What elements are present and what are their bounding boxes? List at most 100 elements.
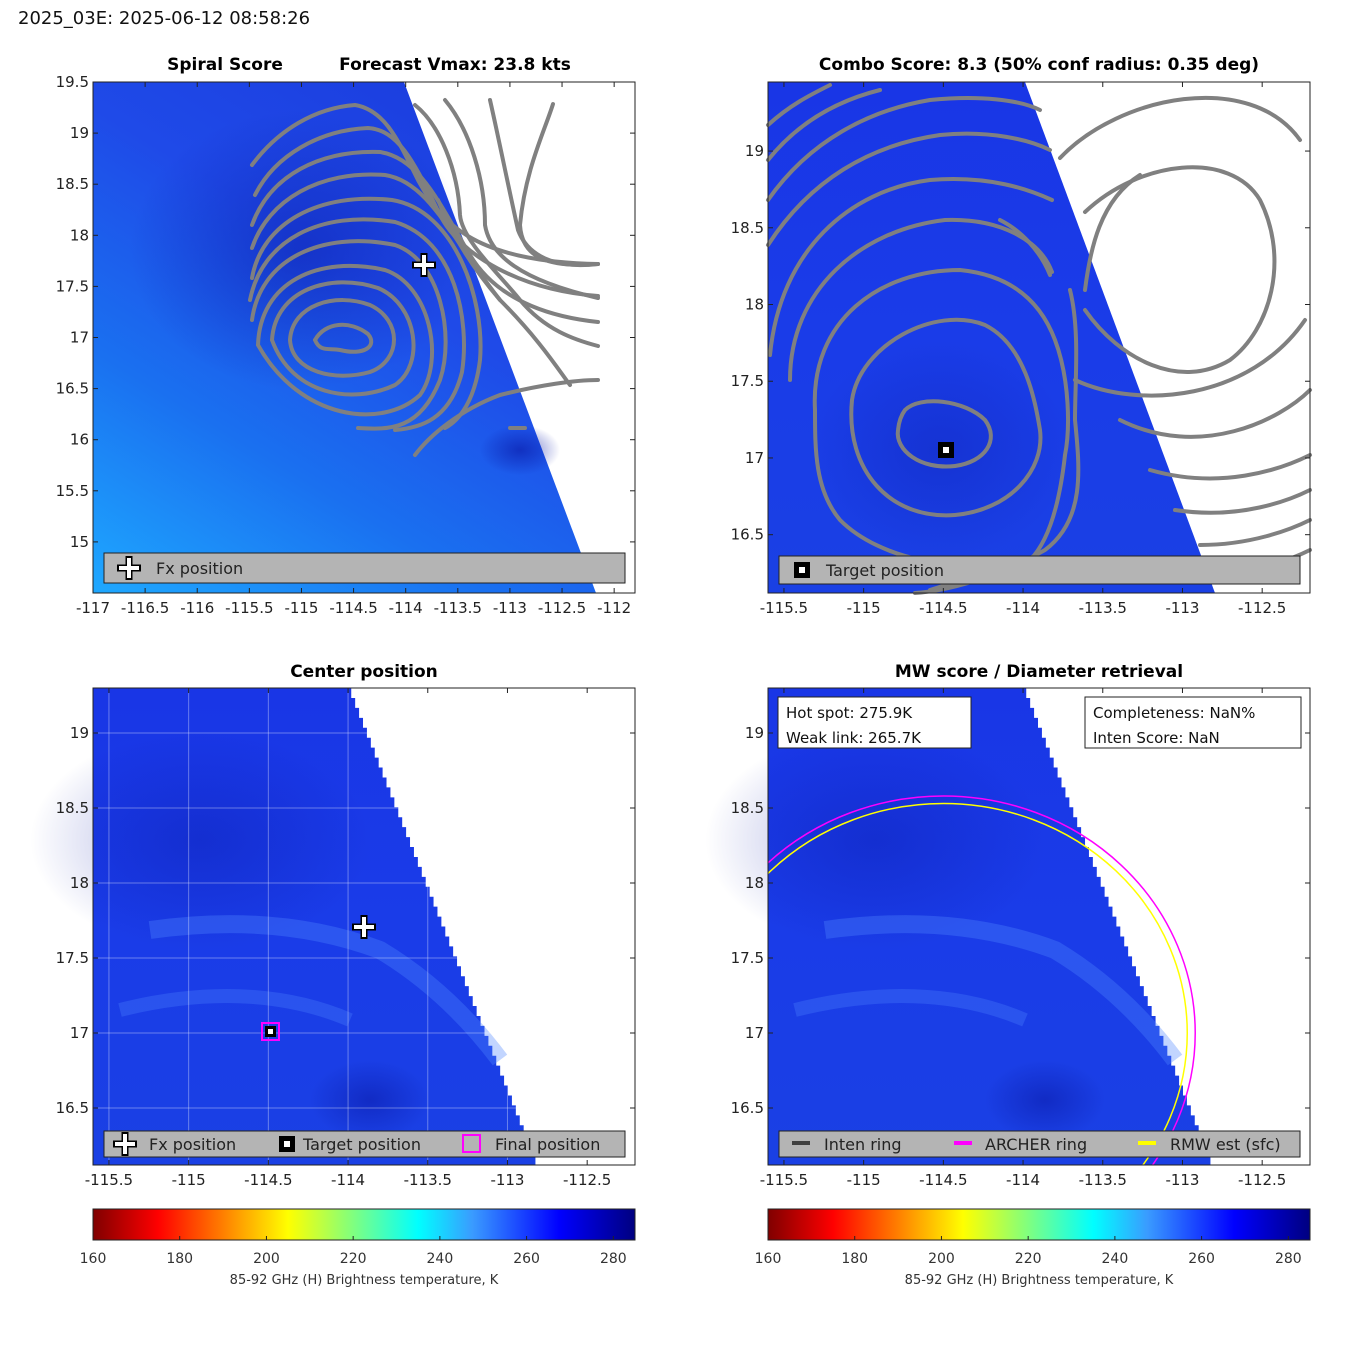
combo-axes-frame (767, 81, 1311, 594)
spiral-contours (248, 98, 600, 457)
combo-legend-box (778, 555, 1301, 585)
colorbar-left: 160 180 200 220 240 260 280 85-92 GHz (H) Brig… (80, 1208, 636, 1288)
mw-legend-archer: ARCHER ring (985, 1135, 1087, 1154)
y-tick-label: 18.5 (731, 799, 764, 817)
colorbar-tick-label: 260 (513, 1251, 540, 1267)
x-tick-label: -114 (1006, 1171, 1040, 1189)
colorbar-tick-label: 160 (755, 1251, 782, 1267)
center-xticks: -115.5 -115 -114.5 -114 -113.5 -113 -112.5 (85, 688, 611, 1189)
spiral-yticks: 15 15.5 16 16.5 17 17.5 18 18.5 19 19.5 (56, 73, 635, 551)
y-tick-label: 19 (745, 142, 764, 160)
x-tick-label: -114 (389, 599, 423, 617)
center-legend-target: Target position (302, 1135, 421, 1154)
combo-title: Combo Score: 8.3 (50% conf radius: 0.35 … (819, 55, 1259, 75)
x-tick-label: -115 (847, 1171, 881, 1189)
y-tick-label: 19 (745, 724, 764, 742)
colorbar-tick-label: 260 (1188, 1251, 1215, 1267)
spiral-xticks: -117 -116.5 -116 -115.5 -115 -114.5 -114 -113.5… (76, 82, 631, 617)
colorbar-tick-label: 220 (340, 1251, 367, 1267)
colorbar-tick-label: 240 (427, 1251, 454, 1267)
y-tick-label: 17.5 (56, 277, 89, 295)
mw-info-right: Completeness: NaN% Inten Score: NaN (1084, 696, 1302, 749)
combo-legend-target: Target position (825, 561, 944, 580)
spiral-title: Spiral Score (167, 55, 283, 75)
spiral-legend-box (103, 552, 626, 584)
combo-target-marker (938, 442, 954, 458)
y-tick-label: 18 (745, 874, 764, 892)
x-tick-label: -115.5 (760, 599, 808, 617)
center-axes-frame (92, 687, 636, 1166)
y-tick-label: 16.5 (56, 380, 89, 398)
mw-title: MW score / Diameter retrieval (895, 662, 1183, 682)
y-tick-label: 16.5 (731, 526, 764, 544)
mw-yticks: 16.5 17 17.5 18 18.5 19 (731, 724, 1310, 1117)
x-tick-label: -113.5 (1079, 1171, 1127, 1189)
inten-score-text: Inten Score: NaN (1093, 729, 1220, 747)
center-warm-band (148, 915, 508, 1066)
weak-link-text: Weak link: 265.7K (786, 729, 922, 747)
y-tick-label: 17 (745, 1024, 764, 1042)
mw-legend-box (778, 1130, 1301, 1158)
mw-cold-region (705, 730, 1045, 950)
y-tick-label: 18 (70, 226, 89, 244)
x-tick-label: -113.5 (1079, 599, 1127, 617)
combo-yticks: 16.5 17 17.5 18 18.5 19 (731, 142, 1310, 544)
y-tick-label: 18.5 (731, 219, 764, 237)
mw-rings-clip (768, 795, 1196, 1165)
center-final-marker (261, 1022, 280, 1041)
hot-spot-text: Hot spot: 275.9K (786, 704, 913, 722)
colorbar-tick-label: 220 (1015, 1251, 1042, 1267)
colorbar-left-gradient (92, 1208, 636, 1241)
mw-legend: Inten ring ARCHER ring RMW est (sfc) (778, 1130, 1301, 1158)
combo-panel: Combo Score: 8.3 (50% conf radius: 0.35 … (731, 55, 1312, 617)
completeness-box (1084, 696, 1302, 749)
center-legend-box (103, 1130, 626, 1158)
colorbar-tick-label: 160 (80, 1251, 107, 1267)
x-tick-label: -113 (1165, 599, 1199, 617)
center-legend-final: Final position (495, 1135, 600, 1154)
x-tick-label: -114 (331, 1171, 365, 1189)
hot-spot-box (777, 696, 972, 749)
final-legend-icon (462, 1134, 481, 1153)
x-tick-label: -115 (172, 1171, 206, 1189)
mw-info-left: Hot spot: 275.9K Weak link: 265.7K (777, 696, 972, 749)
colorbar-right: 160 180 200 220 240 260 280 85-92 GHz (H) Brig… (755, 1208, 1311, 1288)
colorbar-tick-label: 180 (841, 1251, 868, 1267)
colorbar-right-gradient (767, 1208, 1311, 1241)
center-yticks: 16.5 17 17.5 18 18.5 19 (56, 724, 635, 1117)
center-warm-band-2 (118, 989, 353, 1027)
mw-legend-inten: Inten ring (824, 1135, 902, 1154)
x-tick-label: -116.5 (121, 599, 169, 617)
rmw-ring (768, 802, 1188, 1165)
center-title: Center position (290, 662, 438, 682)
colorbar-tick-label: 280 (1275, 1251, 1302, 1267)
colorbar-tick-label: 280 (600, 1251, 627, 1267)
center-cold-region (30, 730, 370, 950)
y-tick-label: 19 (70, 124, 89, 142)
center-legend-fx: Fx position (149, 1135, 236, 1154)
x-tick-label: -114.5 (329, 599, 377, 617)
fx-legend-icon (115, 1134, 135, 1154)
spiral-legend-fx: Fx position (156, 559, 243, 578)
y-tick-label: 18 (745, 296, 764, 314)
colorbar-tick-label: 180 (166, 1251, 193, 1267)
y-tick-label: 17 (70, 1024, 89, 1042)
vmax-title: Forecast Vmax: 23.8 kts (339, 55, 571, 75)
y-tick-label: 15 (70, 533, 89, 551)
fx-legend-icon (119, 558, 139, 578)
x-tick-label: -112.5 (538, 599, 586, 617)
archer-ring (768, 795, 1196, 1165)
x-tick-label: -114.5 (919, 599, 967, 617)
y-tick-label: 15.5 (56, 482, 89, 500)
spiral-panel: Spiral Score Forecast Vmax: 23.8 kts (56, 55, 636, 617)
y-tick-label: 17.5 (731, 949, 764, 967)
x-tick-label: -112.5 (1238, 599, 1286, 617)
x-tick-label: -116 (180, 599, 214, 617)
spiral-legend: Fx position (103, 552, 626, 584)
y-tick-label: 16.5 (56, 1099, 89, 1117)
x-tick-label: -115 (284, 599, 318, 617)
x-tick-label: -115.5 (225, 599, 273, 617)
y-tick-label: 19 (70, 724, 89, 742)
final-marker-icon (261, 1022, 280, 1041)
y-tick-label: 16 (70, 431, 89, 449)
